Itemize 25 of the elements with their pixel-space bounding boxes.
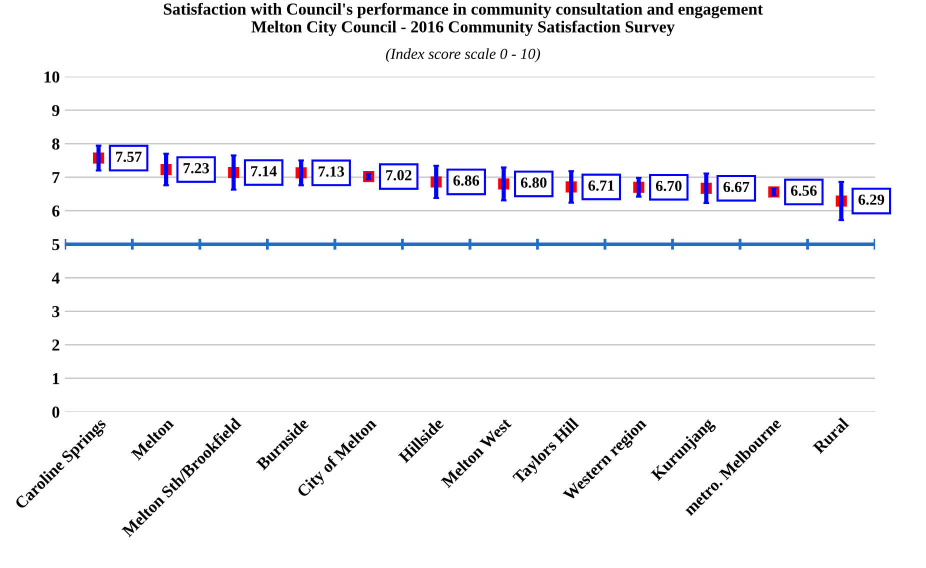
text: 6.86 xyxy=(453,175,480,186)
y-tick-label: 9 xyxy=(52,104,60,116)
chart-subtitle: (Index score scale 0 - 10) xyxy=(386,48,540,62)
y-tick-label: 6 xyxy=(52,205,60,217)
y-tick-label: 5 xyxy=(52,239,60,250)
text: 7.02 xyxy=(386,170,412,180)
text: 6.70 xyxy=(656,180,682,192)
text: 7.23 xyxy=(184,163,209,174)
y-tick-label: 1 xyxy=(52,373,60,384)
y-tick-label: 3 xyxy=(52,306,60,318)
y-tick-label: 7 xyxy=(52,172,60,183)
text: 6.80 xyxy=(520,177,547,188)
y-tick-label: 4 xyxy=(52,272,60,284)
text: 7.14 xyxy=(251,166,277,176)
y-tick-label: 10 xyxy=(44,71,60,83)
y-tick-label: 2 xyxy=(52,340,60,351)
text: 7.57 xyxy=(116,152,142,162)
text: 6.67 xyxy=(723,182,750,192)
y-tick-label: 0 xyxy=(52,406,60,418)
chart-title: Satisfaction with Council's performance in community consultation and engagement Melton City Council - 2016 Community Satisfaction Survey xyxy=(164,2,763,36)
text: 6.71 xyxy=(588,180,614,191)
text: 7.13 xyxy=(318,166,344,177)
y-tick-label: 8 xyxy=(52,138,60,150)
text: 6.56 xyxy=(790,186,817,196)
text: 6.29 xyxy=(858,194,884,205)
